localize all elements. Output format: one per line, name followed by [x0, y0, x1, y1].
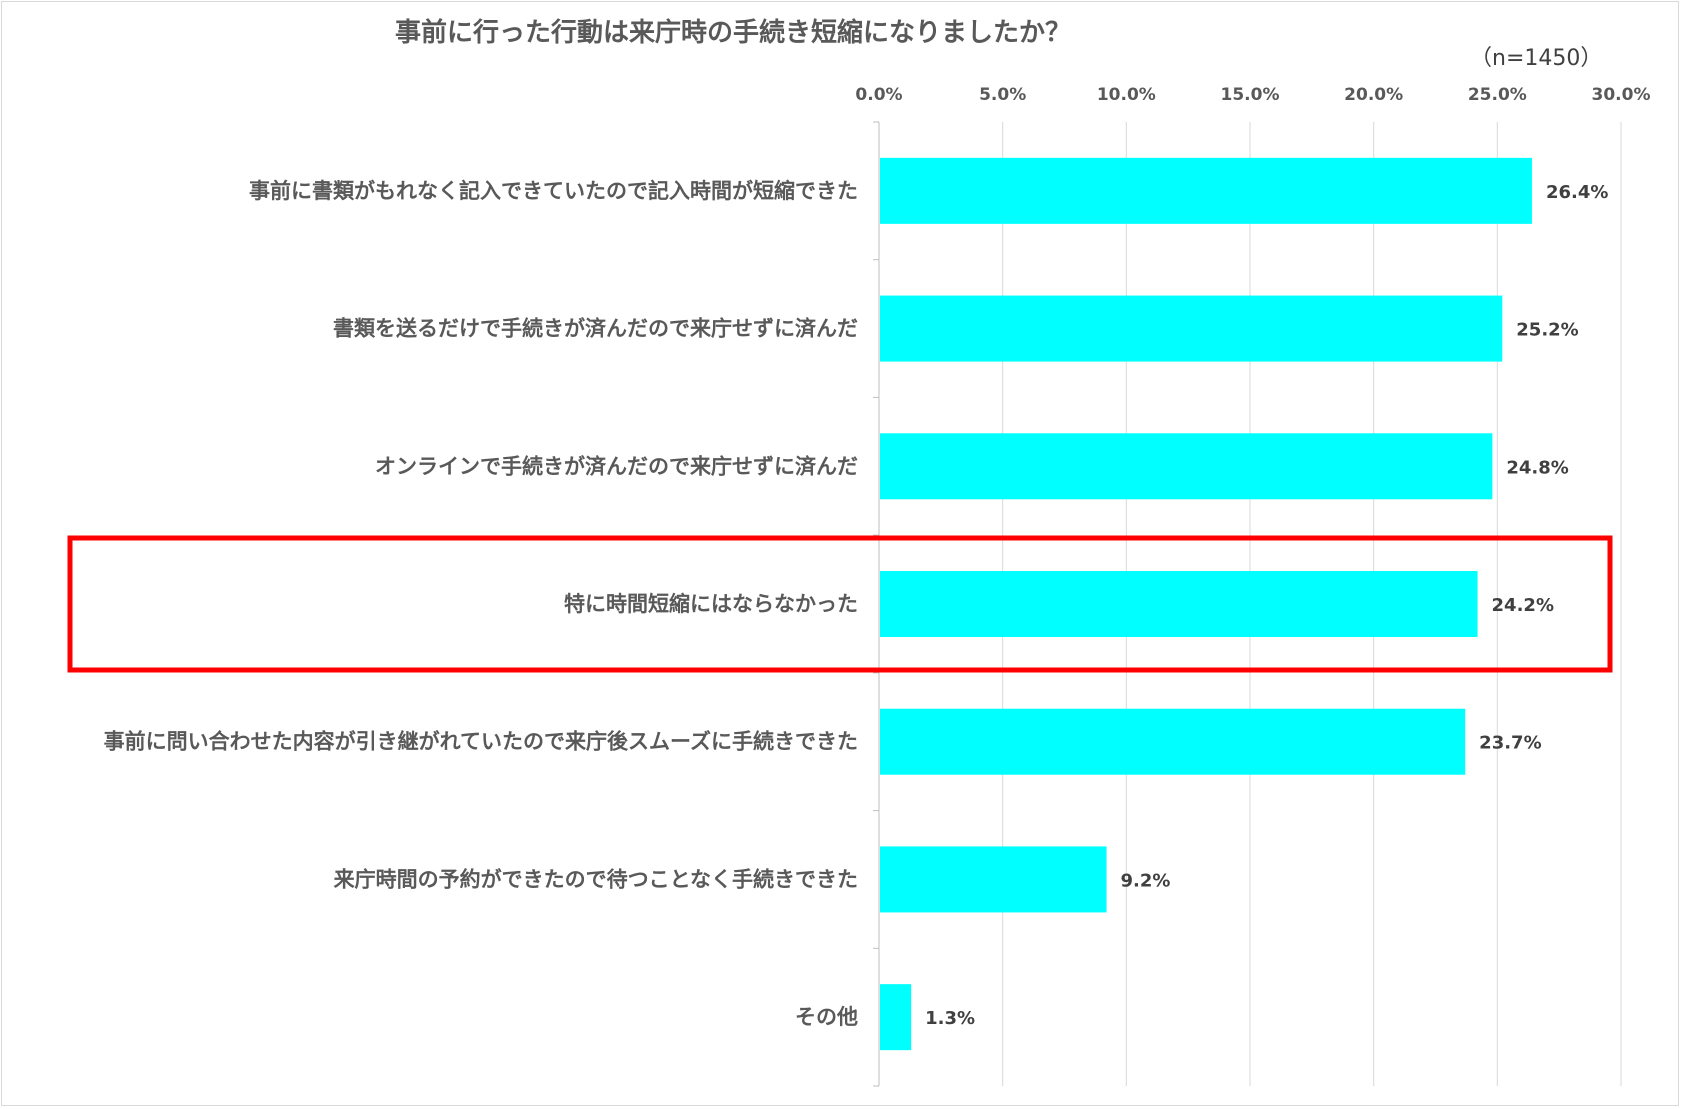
- category-label: 来庁時間の予約ができたので待つことなく手続きできた: [334, 867, 858, 891]
- data-label: 26.4%: [1546, 182, 1608, 203]
- x-tick-label: 25.0%: [1468, 85, 1527, 105]
- bar: [880, 846, 1107, 913]
- chart-title: 事前に行った行動は来庁時の手続き短縮になりましたか？: [395, 18, 1072, 48]
- bar: [880, 157, 1532, 224]
- data-label: 1.3%: [925, 1008, 975, 1029]
- category-label: 事前に書類がもれなく記入できていたので記入時間が短縮できた: [249, 179, 858, 203]
- category-label: 特に時間短縮にはならなかった: [564, 592, 858, 616]
- category-label: 書類を送るだけで手続きが済んだので来庁せずに済んだ: [333, 317, 858, 341]
- x-tick-label: 5.0%: [979, 85, 1026, 105]
- data-label: 24.2%: [1492, 595, 1554, 616]
- bar: [880, 571, 1478, 637]
- category-label: その他: [795, 1005, 858, 1029]
- x-tick-label: 20.0%: [1344, 85, 1403, 105]
- x-tick-label: 10.0%: [1097, 85, 1156, 105]
- category-label: オンラインで手続きが済んだので来庁せずに済んだ: [375, 454, 858, 478]
- bar: [880, 708, 1466, 775]
- data-label: 25.2%: [1516, 320, 1578, 341]
- category-label: 事前に問い合わせた内容が引き継がれていたので来庁後スムーズに手続きできた: [104, 730, 858, 754]
- bar: [880, 295, 1503, 362]
- bar: [880, 433, 1493, 500]
- bar: [880, 984, 912, 1051]
- data-label: 24.8%: [1506, 457, 1568, 478]
- data-label: 9.2%: [1121, 870, 1171, 891]
- x-tick-label: 0.0%: [855, 85, 902, 105]
- highlight-box: [67, 535, 1613, 673]
- x-tick-label: 15.0%: [1221, 85, 1280, 105]
- sample-size-label: （n=1450）: [1470, 46, 1603, 71]
- x-tick-label: 30.0%: [1592, 85, 1651, 105]
- data-label: 23.7%: [1479, 733, 1541, 754]
